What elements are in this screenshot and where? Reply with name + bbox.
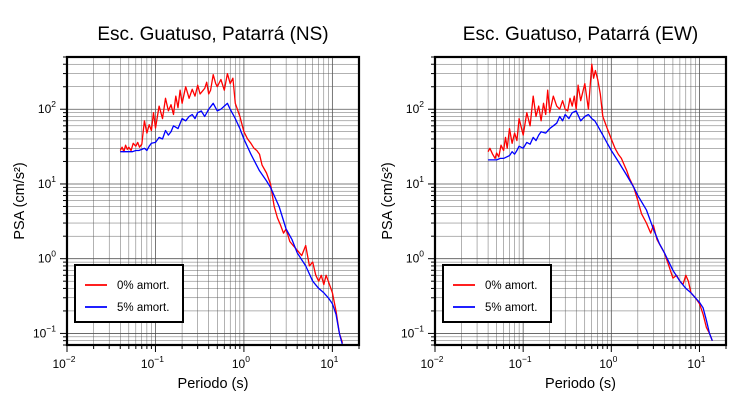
chart-1-legend-label: 5% amort. (485, 302, 537, 314)
chart-1-legend: 0% amort. 5% amort. (442, 264, 552, 323)
chart-1-legend-label: 0% amort. (485, 280, 537, 292)
chart-panel-ew: 10−2 10−1 100 101 10−1 100 101 102 Esc. Guatuso,… (380, 24, 728, 392)
chart-0-legend-label: 0% amort. (117, 280, 169, 292)
chart-0-x-tick-label: 100 (232, 354, 250, 371)
chart-0-x-axis-label: Periodo (s) (178, 376, 249, 392)
chart-1-ticks (428, 56, 727, 352)
chart-0-series-damped-line (120, 102, 344, 346)
chart-1-x-tick-label: 101 (687, 354, 705, 371)
chart-0-y-axis-label: PSA (cm/s²) (12, 162, 28, 239)
chart-1-x-axis-label: Periodo (s) (545, 376, 616, 392)
chart-1-y-tick-label: 10−1 (401, 323, 424, 340)
chart-0-x-tick-label: 101 (320, 354, 338, 371)
chart-1-y-axis-label: PSA (cm/s²) (380, 162, 396, 239)
chart-1-series-undamped-line (487, 63, 713, 341)
chart-0-series-undamped-line (119, 72, 344, 344)
chart-0-x-tick-label: 10−1 (141, 354, 164, 371)
chart-0-y-tick-label: 102 (38, 99, 56, 116)
chart-1-y-tick-label: 100 (406, 249, 424, 266)
chart-1-series-damped-line (488, 110, 713, 341)
chart-1-x-tick-label: 100 (599, 354, 617, 371)
chart-0-legend-box (74, 264, 184, 323)
chart-0-y-tick-label: 101 (38, 174, 56, 191)
chart-1-y-tick-label: 101 (406, 174, 424, 191)
chart-1-x-tick-label: 10−2 (420, 354, 443, 371)
chart-1-legend-box (442, 264, 552, 323)
chart-1-title: Esc. Guatuso, Patarrá (EW) (463, 24, 698, 45)
chart-0-y-tick-label: 100 (38, 249, 56, 266)
chart-1-y-tick-label: 102 (406, 99, 424, 116)
chart-0-legend: 0% amort. 5% amort. (74, 264, 184, 323)
chart-panel-ns: 10−2 10−1 100 101 10−1 100 101 102 Esc. Guatuso,… (12, 24, 361, 392)
chart-0-ticks (60, 56, 360, 352)
chart-0-x-tick-label: 10−2 (52, 354, 75, 371)
chart-0-y-tick-label: 10−1 (33, 323, 56, 340)
chart-0-legend-label: 5% amort. (117, 302, 169, 314)
chart-1-x-tick-label: 10−1 (509, 354, 532, 371)
chart-0-title: Esc. Guatuso, Patarrá (NS) (97, 24, 328, 45)
